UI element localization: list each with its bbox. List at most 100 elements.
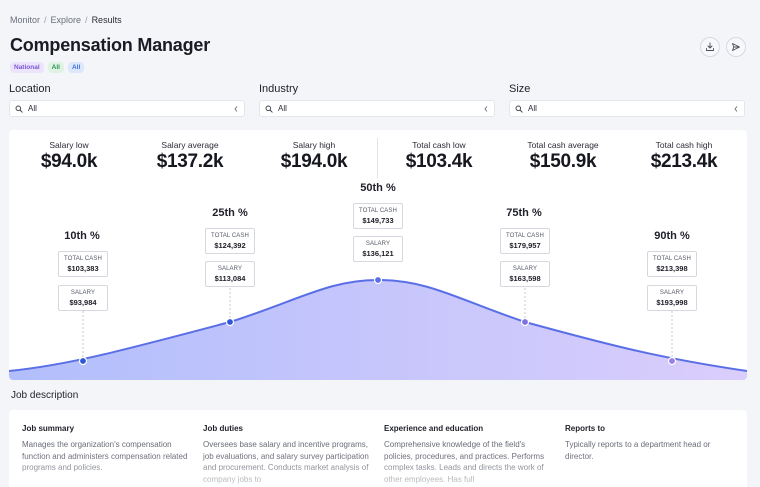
stat-label: Total cash low [412, 140, 466, 150]
stat-label: Salary low [49, 140, 89, 150]
experience-title: Experience and education [384, 424, 484, 433]
reports-to-title: Reports to [565, 424, 605, 433]
job-duties-title: Job duties [203, 424, 244, 433]
p75-heading: 75th % [506, 207, 542, 219]
experience-column: Experience and education Comprehensive k… [384, 424, 554, 485]
distribution-card: Salary low $94.0k Salary average $137.2k… [9, 130, 747, 380]
location-select-value: All [28, 104, 37, 113]
salary-value: $136,121 [362, 249, 394, 258]
breadcrumb-separator: / [44, 15, 47, 25]
p25-salary-box: SALARY $113,084 [205, 261, 255, 287]
p50-heading: 50th % [360, 182, 396, 194]
salary-value: $193,998 [656, 298, 688, 307]
size-filter-label: Size [509, 83, 531, 95]
p25-point [225, 317, 235, 327]
salary-value: $163,598 [509, 274, 541, 283]
stat-salary-low: Salary low $94.0k [9, 140, 129, 173]
p10-total-cash-box: TOTAL CASH $103,383 [58, 251, 108, 277]
p90-salary-box: SALARY $193,998 [647, 285, 697, 311]
badge-industry: All [47, 62, 64, 73]
stat-label: Salary average [161, 140, 219, 150]
reports-to-text: Typically reports to a department head o… [565, 440, 711, 461]
stat-total-cash-high: Total cash high $213.4k [624, 140, 744, 173]
breadcrumb-separator: / [85, 15, 88, 25]
p10-point [78, 356, 88, 366]
total-cash-value: $103,383 [67, 264, 99, 273]
salary-label: SALARY [365, 241, 391, 247]
search-icon [265, 105, 273, 113]
location-filter-label: Location [9, 83, 51, 95]
size-select-value: All [528, 104, 537, 113]
industry-filter: Industry All [259, 83, 495, 117]
salary-value: $93,984 [69, 298, 97, 307]
salary-distribution-curve [9, 275, 747, 380]
total-cash-label: TOTAL CASH [359, 208, 397, 214]
size-select[interactable]: All [509, 100, 745, 117]
curve-area [9, 280, 747, 380]
stat-label: Salary high [292, 140, 336, 150]
p75-total-cash-box: TOTAL CASH $179,957 [500, 228, 550, 254]
header-actions [700, 37, 746, 57]
job-summary-text: Manages the organization's compensation … [22, 440, 188, 472]
p90-point [667, 356, 677, 366]
breadcrumb: Monitor / Explore / Results [10, 15, 122, 25]
salary-label: SALARY [512, 266, 538, 272]
breadcrumb-explore[interactable]: Explore [50, 15, 82, 25]
share-button[interactable] [726, 37, 746, 57]
p75-point [520, 317, 530, 327]
badge-location: National [10, 62, 44, 73]
size-filter: Size All [509, 83, 745, 117]
salary-label: SALARY [217, 266, 243, 272]
total-cash-label: TOTAL CASH [506, 233, 544, 239]
p10-salary-box: SALARY $93,984 [58, 285, 108, 311]
stat-total-cash-average: Total cash average $150.9k [503, 140, 623, 173]
p10-heading: 10th % [64, 230, 100, 242]
industry-filter-label: Industry [259, 83, 299, 95]
job-summary-column: Job summary Manages the organization's c… [22, 424, 192, 474]
stat-total-cash-low: Total cash low $103.4k [379, 140, 499, 173]
stat-value: $194.0k [280, 151, 348, 172]
stats-divider [377, 138, 378, 178]
search-icon [515, 105, 523, 113]
download-icon [706, 42, 714, 51]
badge-size: All [67, 62, 85, 73]
stat-label: Total cash average [527, 140, 599, 150]
location-select[interactable]: All [9, 100, 245, 117]
stat-label: Total cash high [655, 140, 713, 150]
total-cash-value: $124,392 [214, 241, 246, 250]
salary-label: SALARY [70, 290, 96, 296]
stat-value: $150.9k [529, 151, 597, 172]
p50-point [373, 275, 383, 285]
p90-heading: 90th % [654, 230, 690, 242]
breadcrumb-monitor[interactable]: Monitor [10, 15, 41, 25]
salary-label: SALARY [659, 290, 685, 296]
chevron-left-icon [484, 105, 488, 112]
search-icon [15, 105, 23, 113]
job-duties-text: Oversees base salary and incentive progr… [203, 440, 369, 484]
chevron-left-icon [734, 105, 738, 112]
breadcrumb-results: Results [91, 15, 122, 25]
stat-value: $103.4k [405, 151, 473, 172]
industry-select-value: All [278, 104, 287, 113]
p75-salary-box: SALARY $163,598 [500, 261, 550, 287]
location-filter: Location All [9, 83, 245, 117]
reports-to-column: Reports to Typically reports to a depart… [565, 424, 735, 462]
total-cash-value: $149,733 [362, 216, 394, 225]
stat-salary-average: Salary average $137.2k [130, 140, 250, 173]
p50-total-cash-box: TOTAL CASH $149,733 [353, 203, 403, 229]
stat-salary-high: Salary high $194.0k [254, 140, 374, 173]
total-cash-value: $179,957 [509, 241, 541, 250]
job-description-card: Job summary Manages the organization's c… [9, 410, 747, 487]
chevron-left-icon [234, 105, 238, 112]
send-icon [732, 43, 740, 51]
job-duties-column: Job duties Oversees base salary and ince… [203, 424, 373, 485]
salary-value: $113,084 [214, 274, 246, 283]
stat-value: $213.4k [650, 151, 718, 172]
total-cash-value: $213,398 [656, 264, 688, 273]
job-description-heading: Job description [11, 390, 79, 401]
industry-select[interactable]: All [259, 100, 495, 117]
page-title: Compensation Manager [10, 35, 211, 55]
p25-total-cash-box: TOTAL CASH $124,392 [205, 228, 255, 254]
filter-badges: National All All [10, 62, 85, 73]
download-button[interactable] [700, 37, 720, 57]
